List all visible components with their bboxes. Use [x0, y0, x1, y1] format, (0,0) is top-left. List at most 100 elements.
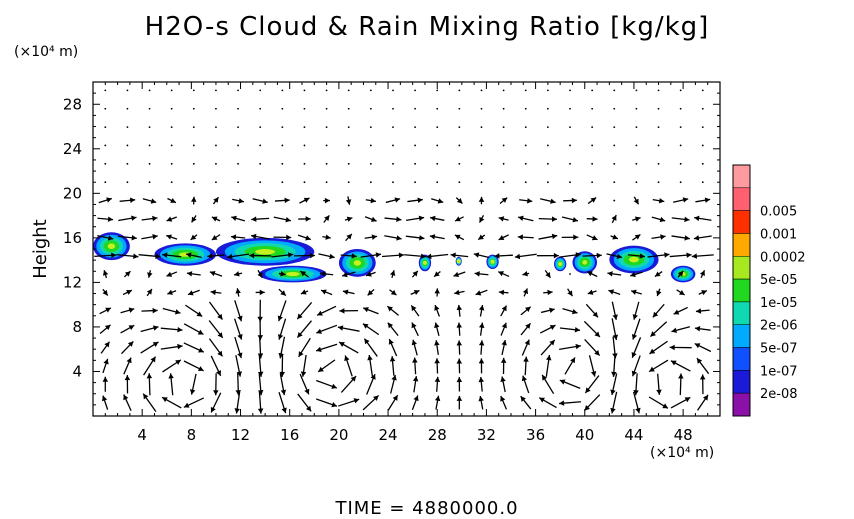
- wind-vector: [362, 394, 380, 411]
- wind-vector: [456, 304, 463, 317]
- wind-vector: [458, 126, 461, 128]
- wind-vector: [257, 318, 264, 341]
- wind-vector: [586, 271, 598, 278]
- wind-vector: [126, 107, 129, 110]
- wind-vector: [498, 234, 509, 241]
- wind-vector: [215, 181, 217, 184]
- wind-vector: [104, 181, 107, 184]
- wind-vector: [569, 144, 571, 147]
- wind-vector: [502, 89, 505, 92]
- wind-vector: [366, 373, 376, 395]
- wind-vector: [538, 397, 557, 409]
- x-tick-label: 28: [428, 426, 447, 444]
- wind-vector: [611, 214, 617, 224]
- colorbar-swatch: [732, 347, 751, 371]
- wind-vector: [480, 126, 483, 128]
- wind-vector: [679, 144, 682, 147]
- wind-vector: [147, 270, 153, 278]
- wind-vector: [635, 126, 638, 128]
- colorbar-swatch: [732, 370, 751, 394]
- wind-vector: [456, 340, 463, 355]
- wind-vector: [392, 144, 394, 147]
- wind-vector: [279, 354, 285, 377]
- wind-vector: [608, 289, 621, 296]
- wind-vector: [546, 144, 549, 147]
- wind-vector: [538, 233, 558, 240]
- wind-vector: [431, 198, 444, 204]
- wind-vector: [347, 162, 350, 165]
- wind-vector: [317, 359, 336, 373]
- wind-vector: [234, 336, 243, 359]
- wind-vector: [278, 391, 287, 414]
- wind-vector: [235, 288, 241, 297]
- wind-vector: [162, 359, 182, 373]
- wind-vector: [338, 398, 360, 407]
- x-tick-labels: 4 8 12 16 20 24 28 32 36 40 44 48: [137, 426, 692, 444]
- wind-vector: [344, 355, 353, 377]
- wind-vector: [340, 253, 357, 259]
- wind-vector: [541, 374, 555, 395]
- wind-vector: [613, 199, 616, 202]
- wind-vector: [652, 303, 665, 318]
- wind-vector: [627, 253, 645, 259]
- wind-vector: [607, 271, 622, 277]
- wind-vector: [544, 270, 551, 279]
- wind-vector: [559, 379, 581, 389]
- wind-vector: [325, 107, 328, 110]
- wind-vector: [606, 253, 623, 260]
- wind-vector: [611, 301, 618, 321]
- wind-vector: [281, 89, 284, 92]
- wind-vector: [363, 338, 378, 357]
- wind-vector: [344, 216, 353, 222]
- wind-vector: [591, 126, 594, 128]
- wind-vector: [610, 234, 619, 240]
- wind-vector: [300, 270, 309, 278]
- wind-vector: [478, 376, 484, 392]
- cloud-region: [422, 260, 427, 265]
- wind-vector: [192, 181, 195, 184]
- colorbar-label: 5e-05: [760, 273, 798, 288]
- wind-vector: [569, 107, 571, 110]
- wind-vector: [559, 343, 581, 350]
- wind-vector: [341, 271, 356, 278]
- wind-vector: [569, 273, 571, 275]
- wind-vector: [99, 307, 112, 315]
- wind-vector: [545, 354, 552, 377]
- wind-vector: [499, 197, 508, 205]
- wind-vector: [160, 326, 183, 333]
- wind-vector: [632, 301, 640, 320]
- wind-vector: [524, 126, 527, 128]
- wind-vector: [539, 324, 556, 334]
- wind-vector: [369, 89, 372, 92]
- wind-vector: [97, 216, 114, 222]
- wind-vector: [670, 396, 691, 409]
- wind-vector: [118, 215, 137, 222]
- wind-vector: [693, 235, 712, 241]
- wind-vector: [347, 107, 350, 110]
- wind-vector: [170, 144, 173, 147]
- y-tick-label: 20: [63, 184, 82, 202]
- wind-vector: [297, 234, 312, 241]
- wind-vector: [522, 288, 529, 297]
- wind-vector: [569, 181, 571, 184]
- colorbar-label: 2e-08: [760, 387, 798, 402]
- wind-vector: [478, 304, 485, 317]
- wind-vector: [584, 394, 601, 412]
- wind-vector: [657, 162, 660, 165]
- x-tick-label: 36: [526, 426, 545, 444]
- colorbar-label: 2e-06: [760, 319, 798, 334]
- wind-vector: [362, 307, 379, 315]
- wind-vector: [694, 342, 712, 353]
- wind-vector: [695, 308, 710, 314]
- wind-vector: [210, 355, 222, 377]
- wind-vector: [143, 356, 157, 376]
- wind-vector: [426, 253, 449, 260]
- wind-vector: [679, 126, 682, 128]
- wind-vector: [162, 307, 181, 315]
- wind-vector: [235, 354, 242, 377]
- wind-vector: [679, 89, 682, 92]
- wind-vector: [657, 89, 660, 92]
- wind-vector: [524, 181, 527, 184]
- wind-vector: [257, 299, 263, 322]
